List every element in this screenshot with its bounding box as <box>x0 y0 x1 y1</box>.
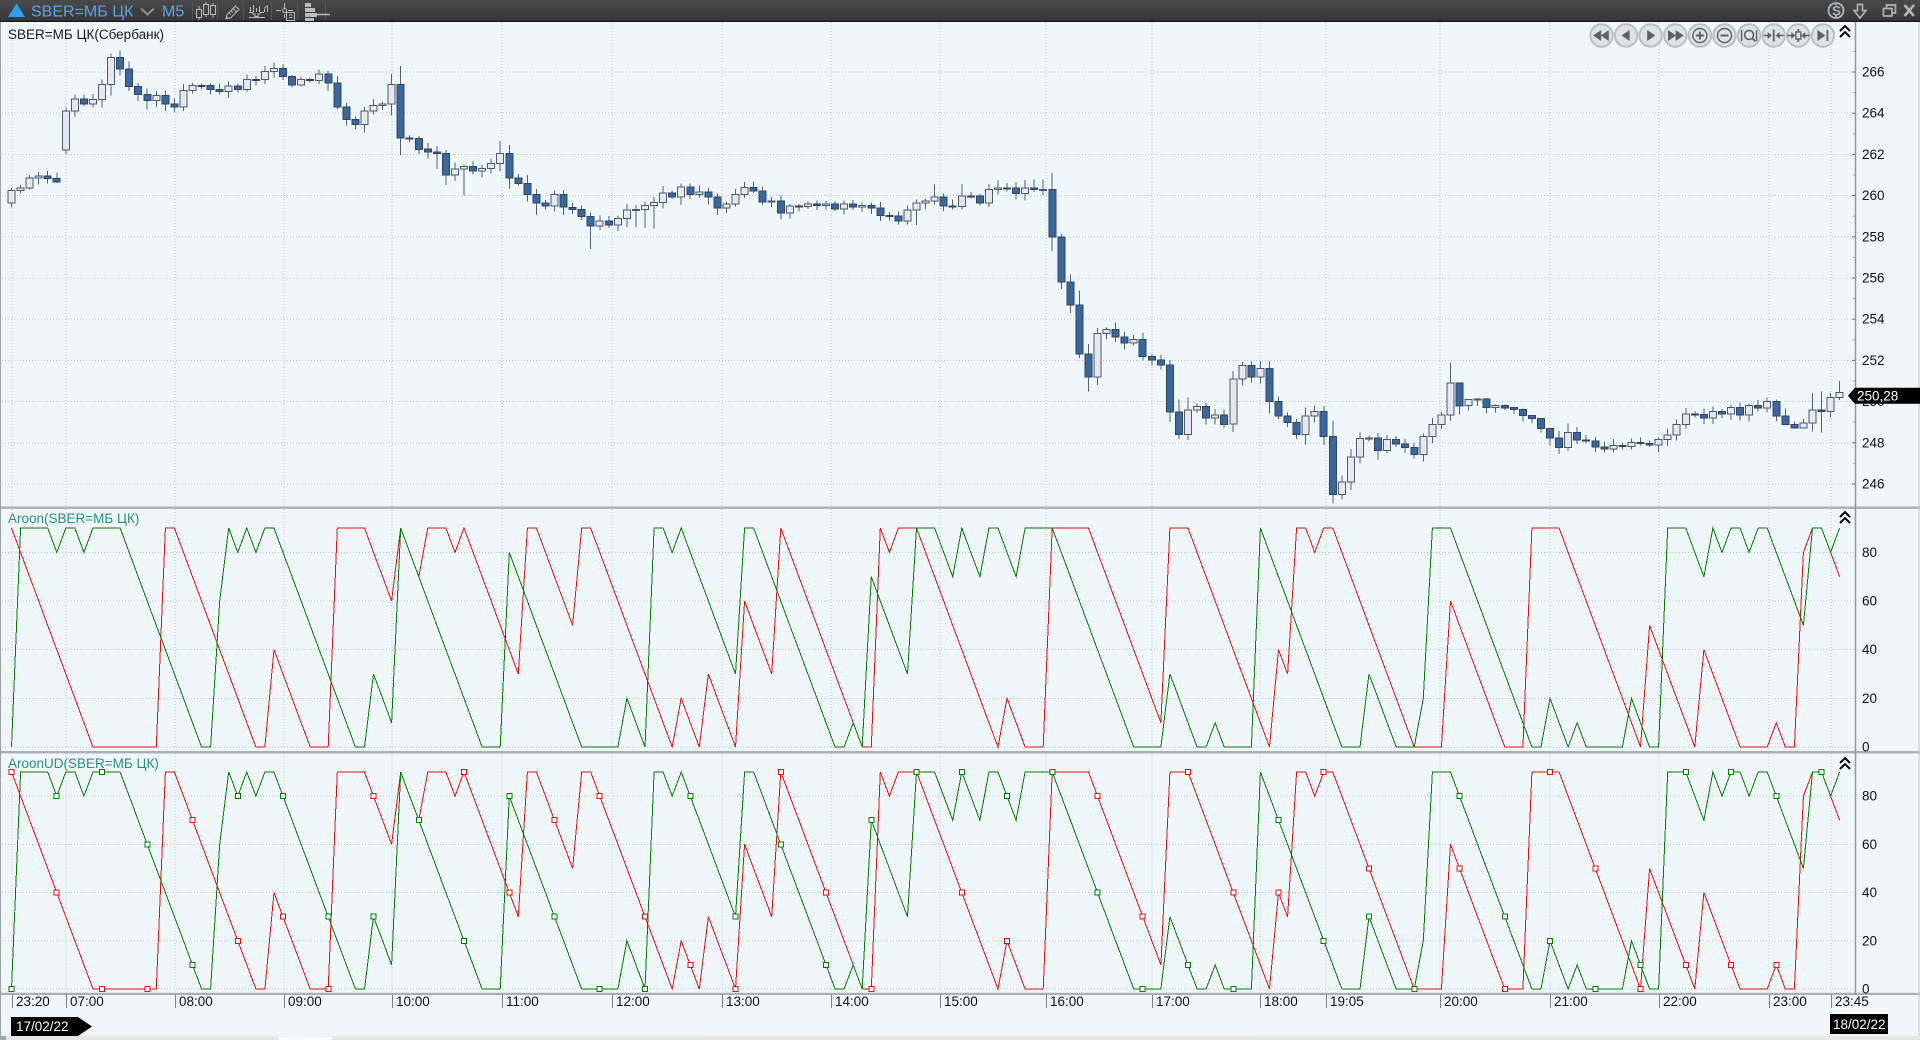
svg-text:13:00: 13:00 <box>726 994 760 1009</box>
svg-text:264: 264 <box>1862 106 1885 121</box>
svg-text:AroonUD(SBER=МБ ЦК): AroonUD(SBER=МБ ЦК) <box>8 756 159 771</box>
svg-text:0: 0 <box>1862 982 1870 997</box>
svg-text:M5: M5 <box>162 4 184 21</box>
svg-text:09:00: 09:00 <box>288 994 322 1009</box>
svg-text:0: 0 <box>1862 740 1870 755</box>
svg-text:S: S <box>1832 4 1841 19</box>
svg-text:15:00: 15:00 <box>944 994 978 1009</box>
svg-text:20: 20 <box>1862 933 1877 948</box>
svg-text:17/02/22: 17/02/22 <box>16 1019 69 1034</box>
svg-text:246: 246 <box>1862 477 1885 492</box>
svg-text:23:00: 23:00 <box>1773 994 1807 1009</box>
svg-text:260: 260 <box>1862 188 1885 203</box>
svg-text:258: 258 <box>1862 229 1885 244</box>
svg-text:19:05: 19:05 <box>1330 994 1364 1009</box>
svg-text:256: 256 <box>1862 271 1885 286</box>
svg-text:40: 40 <box>1862 885 1877 900</box>
svg-text:23:20: 23:20 <box>16 994 50 1009</box>
svg-text:254: 254 <box>1862 312 1885 327</box>
svg-text:14:00: 14:00 <box>835 994 869 1009</box>
svg-text:20: 20 <box>1862 691 1877 706</box>
svg-text:11:00: 11:00 <box>506 994 539 1009</box>
svg-text:250,28: 250,28 <box>1857 388 1898 403</box>
svg-text:10:00: 10:00 <box>396 994 430 1009</box>
svg-text:SBER=МБ ЦК: SBER=МБ ЦК <box>31 4 134 21</box>
svg-text:23:45: 23:45 <box>1835 994 1869 1009</box>
svg-text:60: 60 <box>1862 837 1877 852</box>
svg-text:16:00: 16:00 <box>1050 994 1084 1009</box>
svg-text:SBER=МБ ЦК(Сбербанк): SBER=МБ ЦК(Сбербанк) <box>8 27 164 42</box>
svg-text:Aroon(SBER=МБ ЦК): Aroon(SBER=МБ ЦК) <box>8 511 139 526</box>
svg-text:12:00: 12:00 <box>616 994 650 1009</box>
svg-text:40: 40 <box>1862 642 1877 657</box>
svg-text:266: 266 <box>1862 65 1885 80</box>
svg-text:60: 60 <box>1862 594 1877 609</box>
svg-text:80: 80 <box>1862 789 1877 804</box>
svg-text:22:00: 22:00 <box>1663 994 1697 1009</box>
svg-text:07:00: 07:00 <box>70 994 104 1009</box>
svg-text:21:00: 21:00 <box>1554 994 1588 1009</box>
svg-text:17:00: 17:00 <box>1156 994 1190 1009</box>
svg-text:18:00: 18:00 <box>1264 994 1298 1009</box>
svg-text:262: 262 <box>1862 147 1885 162</box>
svg-text:20:00: 20:00 <box>1444 994 1478 1009</box>
svg-text:252: 252 <box>1862 353 1885 368</box>
svg-text:08:00: 08:00 <box>179 994 213 1009</box>
svg-text:80: 80 <box>1862 545 1877 560</box>
svg-text:18/02/22: 18/02/22 <box>1833 1017 1886 1032</box>
svg-text:248: 248 <box>1862 435 1885 450</box>
